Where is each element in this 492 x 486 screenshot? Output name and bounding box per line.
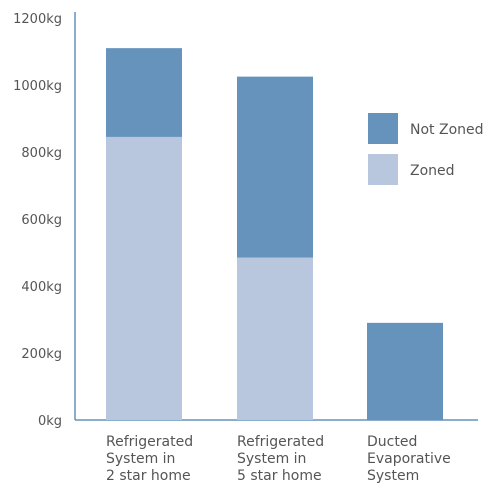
x-tick-label: 2 star home <box>106 468 191 484</box>
y-tick-label: 200kg <box>21 347 62 362</box>
legend-swatch <box>368 113 398 144</box>
x-tick-label: System in <box>106 451 175 467</box>
x-tick-label: Evaporative <box>367 451 451 467</box>
x-tick-label: 5 star home <box>237 468 322 484</box>
y-tick-label: 1200kg <box>13 12 62 27</box>
legend-swatch <box>368 154 398 185</box>
bar-not-zoned <box>106 48 182 137</box>
legend-label: Not Zoned <box>410 122 484 138</box>
y-tick-label: 400kg <box>21 280 62 295</box>
y-tick-label: 0kg <box>38 414 62 429</box>
y-tick-label: 600kg <box>21 213 62 228</box>
bar-zoned <box>237 257 313 420</box>
bars <box>106 48 443 421</box>
y-tick-label: 1000kg <box>13 79 62 94</box>
x-tick-label: System in <box>237 451 306 467</box>
x-tick-label: Refrigerated <box>106 434 193 450</box>
x-tick-label: Ducted <box>367 434 417 450</box>
x-tick-label: Refrigerated <box>237 434 324 450</box>
legend: Not Zoned Zoned <box>368 113 484 185</box>
bar-not-zoned <box>367 322 443 420</box>
legend-label: Zoned <box>410 163 455 179</box>
bar-not-zoned <box>237 76 313 258</box>
x-tick-label: System <box>367 468 419 484</box>
y-tick-label: 800kg <box>21 146 62 161</box>
bar-zoned <box>106 136 182 421</box>
